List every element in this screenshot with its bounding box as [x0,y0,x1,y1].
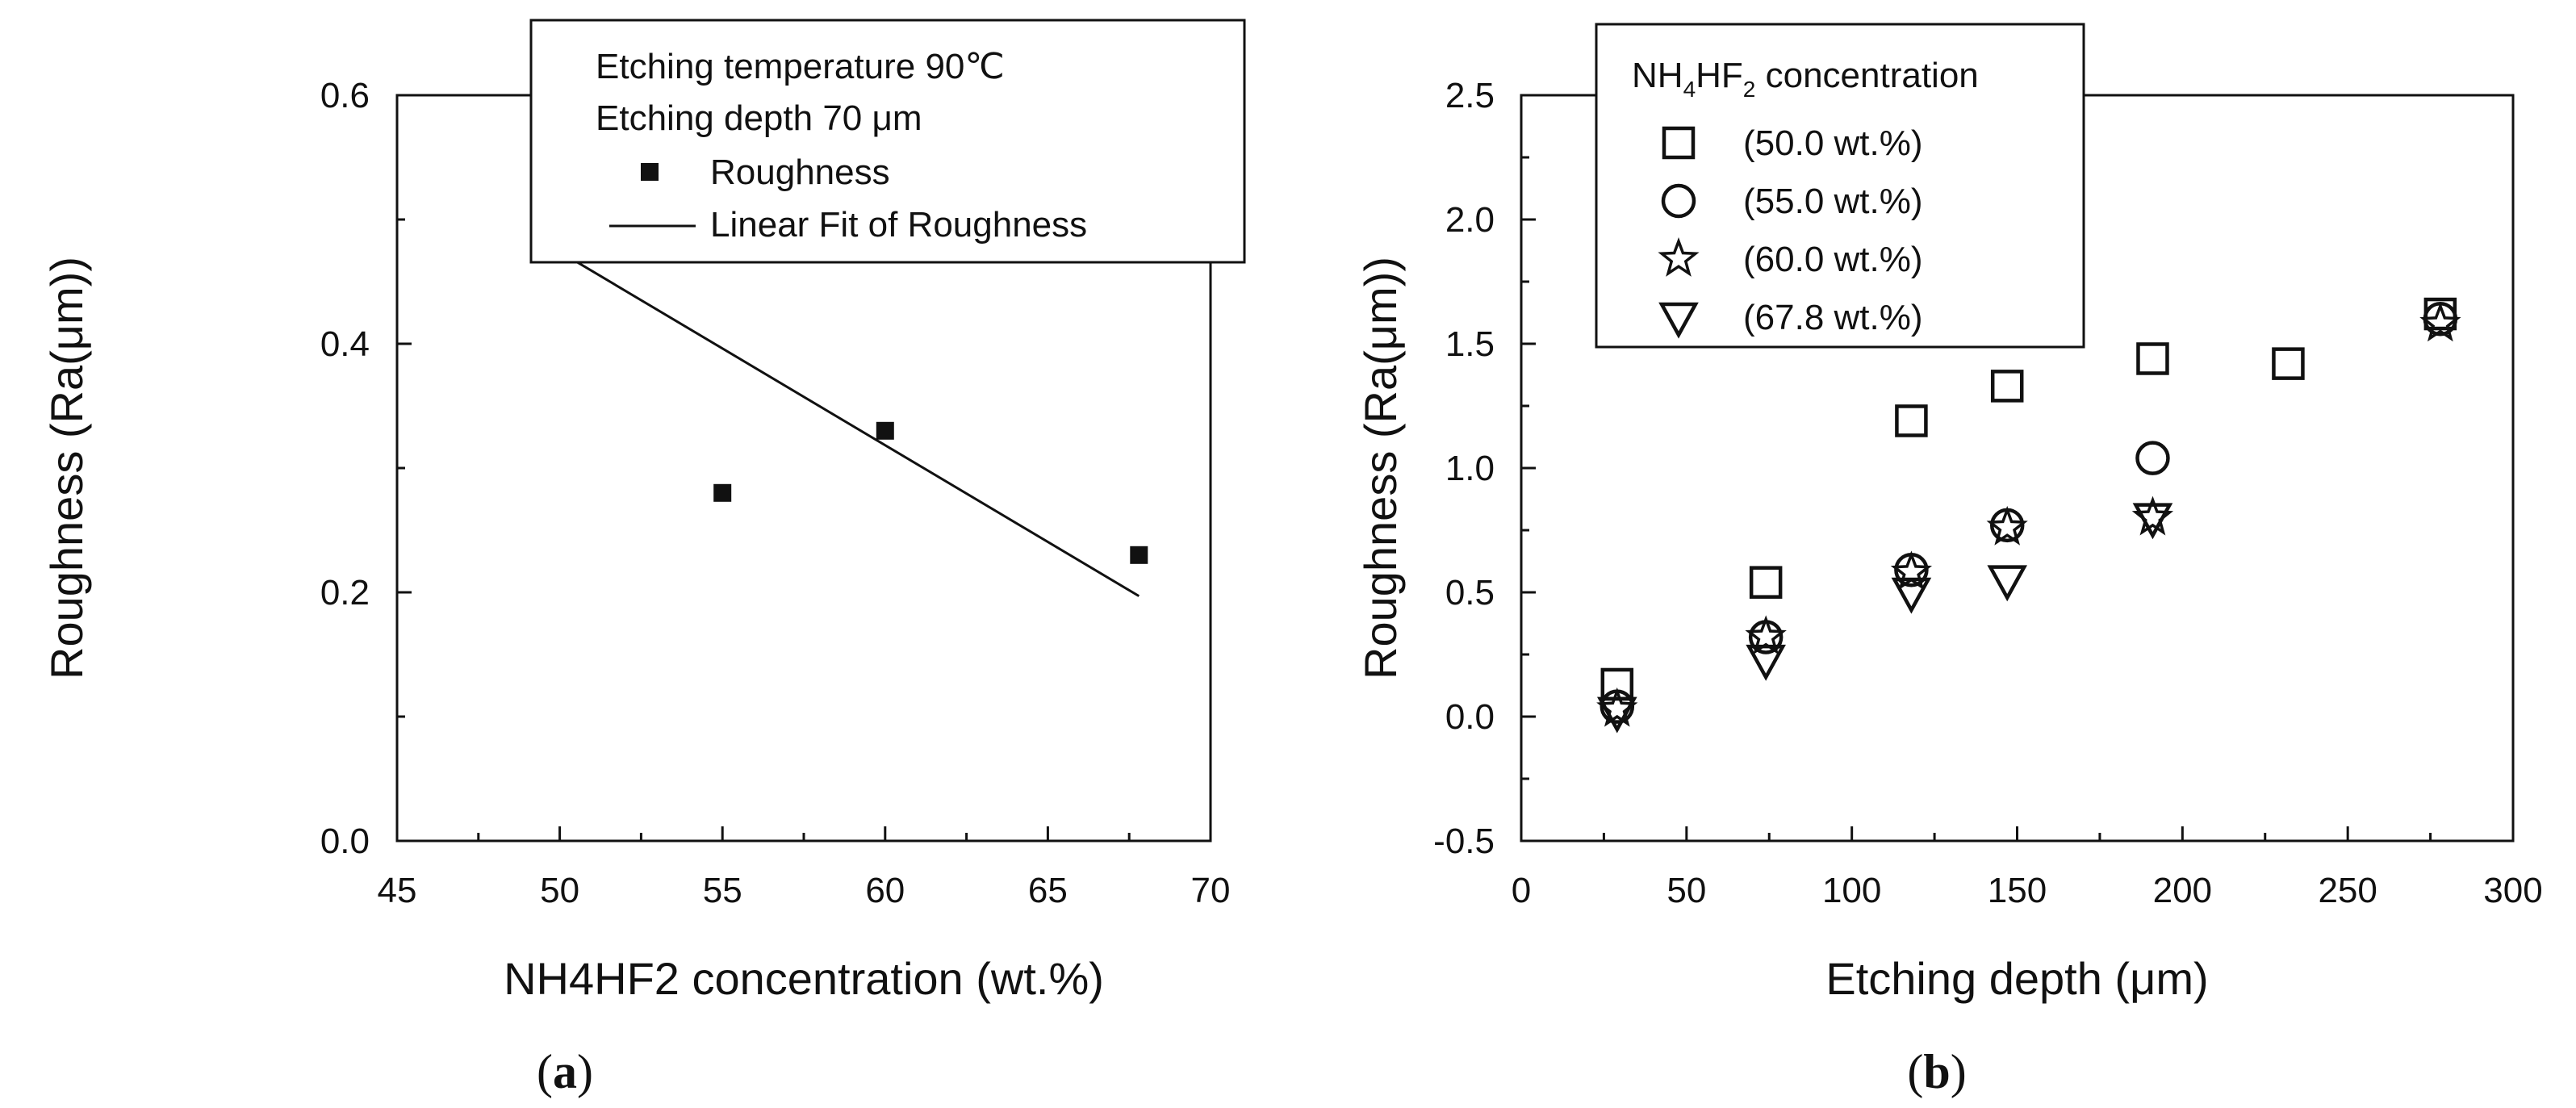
chart-b: 0 50 100 150 200 250 300 -0.5 0.0 0.5 1.0 1.5 2.0 2.5… [1355,23,2543,1098]
data-point-square [1895,404,1928,437]
legend-marker [1662,126,1696,160]
y-tick-label: 0.6 [320,76,370,115]
legend-box [529,19,1246,264]
y-tick-label: -0.5 [1433,822,1495,861]
legend-title-part: concentration [1755,56,1978,95]
x-tick-label: 50 [1666,871,1706,910]
y-tick-label: 0.5 [1445,573,1495,613]
data-point-square [1990,370,2024,403]
x-tick-label: 55 [703,871,742,910]
x-tick-label: 50 [540,871,579,910]
x-tick-label: 70 [1191,871,1231,910]
y-tick-label: 0.0 [1445,697,1495,737]
legend-label: Linear Fit of Roughness [710,205,1087,245]
x-tick-label: 100 [1822,871,1881,910]
y-tick-label: 0.4 [320,324,370,364]
data-point-square [1749,566,1783,599]
legend-marker [641,163,659,181]
data-point-square [2272,347,2305,380]
caption-paren: ( [1907,1045,1923,1098]
legend-title-part: 4 [1683,77,1696,102]
x-tick-label: 300 [2483,871,2542,910]
x-tick-label: 45 [378,871,417,910]
panel-caption: (a) [537,1045,593,1098]
data-point-star [2419,302,2461,342]
data-point-filled-square [713,483,732,502]
data-point-triangle-down [1596,696,1637,734]
legend: Etching temperature 90℃ Etching depth 70 … [529,19,1246,264]
legend-title-part: HF [1696,56,1743,95]
data-point-filled-square [876,421,894,440]
x-tick-label: 65 [1028,871,1068,910]
data-point-star [1745,615,1787,655]
y-tick-label: 0.2 [320,573,370,613]
data-point-triangle-down [1987,565,2028,602]
legend-note: Etching depth 70 μm [596,98,922,138]
y-axis-label: Roughness (Ra(μm)) [1355,257,1406,679]
legend-marker [1658,236,1700,277]
data-point-square [2136,342,2169,375]
legend-label: (55.0 wt.%) [1743,182,1923,221]
x-tick-label: 250 [2318,871,2377,910]
legend-note: Etching temperature 90℃ [596,47,1005,86]
x-tick-label: 60 [865,871,905,910]
panel-caption: (b) [1907,1045,1966,1098]
data-point-triangle-down [1891,577,1932,614]
legend-label: Roughness [710,153,890,192]
panel-label: a [553,1045,577,1098]
y-tick-label: 2.0 [1445,200,1495,240]
data-point-filled-square [1130,546,1148,564]
x-tick-label: 150 [1988,871,2047,910]
legend-label: (50.0 wt.%) [1743,123,1923,163]
x-axis-label: NH4HF2 concentration (wt.%) [504,953,1104,1004]
chart-a: 45 50 55 60 65 70 0.0 0.2 0.4 0.6 NH4HF2 concentra… [41,19,1246,1098]
legend-marker [1658,302,1699,339]
legend-label: (67.8 wt.%) [1743,298,1923,337]
legend-label: (60.0 wt.%) [1743,240,1923,279]
data-point-triangle-down [2132,503,2173,540]
x-axis-label: Etching depth (μm) [1825,953,2208,1004]
legend-title-part: NH [1632,56,1683,95]
x-tick-label: 200 [2153,871,2212,910]
legend-marker [1661,183,1696,219]
y-tick-label: 1.5 [1445,324,1495,364]
caption-paren: ) [1951,1045,1967,1098]
y-tick-label: 1.0 [1445,449,1495,488]
data-point-triangle-down [1746,644,1786,681]
data-point-star [1986,505,2028,546]
y-tick-label: 0.0 [320,822,370,861]
panel-label: b [1923,1045,1950,1098]
x-tick-label: 0 [1512,871,1531,910]
legend-title: NH4HF2 concentration [1632,56,1979,102]
y-tick-label: 2.5 [1445,76,1495,115]
legend: NH4HF2 concentration (50.0 wt.%) (55.0 wt.… [1595,23,2085,349]
y-axis-label: Roughness (Ra(μm)) [41,257,92,679]
fit-line [558,250,1140,597]
caption-paren: ( [537,1045,553,1098]
caption-paren: ) [577,1045,593,1098]
legend-title-part: 2 [1743,77,1756,102]
data-point-circle [2135,441,2170,475]
